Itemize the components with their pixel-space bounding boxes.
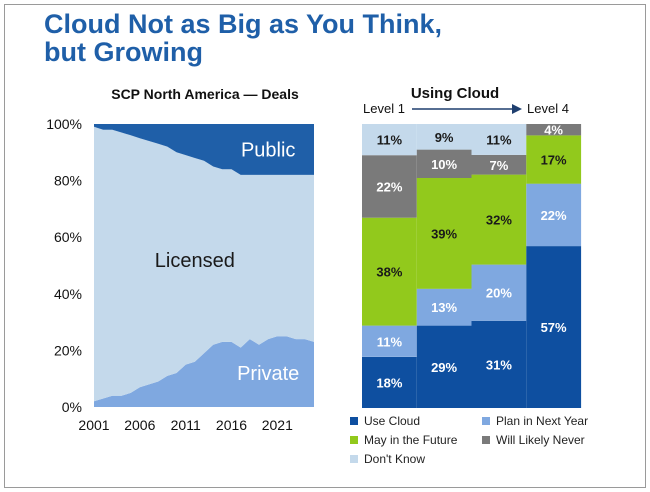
area-x-ticks: 2001 2006 2011 2016 2021	[78, 417, 293, 433]
area-label-licensed: Licensed	[155, 250, 235, 272]
area-x-tick-label: 2016	[216, 417, 247, 433]
bar-value-label: 29%	[431, 360, 457, 375]
bar-segment	[471, 154, 527, 175]
legend-item: Use Cloud	[350, 414, 420, 428]
bar-segment	[416, 288, 472, 326]
bar-segment	[471, 320, 527, 408]
area-y-tick-label: 0%	[62, 399, 82, 415]
bar-value-label: 38%	[376, 265, 402, 280]
area-y-tick-label: 60%	[54, 229, 82, 245]
legend-label: Plan in Next Year	[496, 414, 589, 428]
bar-value-label: 4%	[544, 123, 563, 138]
bar-value-label: 17%	[541, 153, 567, 168]
bar-segment	[362, 325, 417, 357]
bar-segment	[362, 124, 417, 156]
bar-segment	[362, 356, 417, 408]
legend-label: Don't Know	[364, 452, 425, 466]
bar-segment	[416, 178, 472, 289]
area-public	[94, 124, 314, 175]
bar-segment	[362, 155, 417, 218]
area-x-tick-label: 2006	[124, 417, 155, 433]
area-label-public: Public	[241, 140, 295, 162]
bar-value-label: 11%	[377, 334, 403, 349]
bar-segment	[526, 246, 582, 408]
bar-value-label: 18%	[376, 375, 402, 390]
area-y-tick-label: 40%	[54, 286, 82, 302]
legend-item: Don't Know	[350, 452, 425, 466]
area-x-tick-label: 2021	[262, 417, 293, 433]
bar-segment	[526, 124, 582, 136]
title-line-1: Cloud Not as Big as You Think,	[44, 9, 443, 39]
legend-item: Will Likely Never	[482, 433, 585, 447]
bar-segment	[471, 264, 527, 321]
bar-chart-title: Using Cloud	[411, 85, 499, 102]
slide-title: Cloud Not as Big as You Think, but Growi…	[44, 10, 442, 66]
area-x-tick-label: 2001	[78, 417, 109, 433]
legend-swatch	[350, 455, 358, 463]
area-series-labels: Private Licensed Public	[155, 140, 300, 386]
bar-value-label: 10%	[431, 157, 457, 172]
bar-value-label: 31%	[486, 357, 512, 372]
bar-value-label: 57%	[541, 320, 567, 335]
bar-segment	[416, 149, 472, 178]
bar-segments	[362, 124, 582, 408]
area-x-tick-label: 2011	[171, 417, 201, 433]
area-layers	[94, 124, 314, 407]
legend-swatch	[350, 436, 358, 444]
scale-label-high: Level 4	[527, 101, 569, 116]
area-y-ticks: 0% 20% 40% 60% 80% 100%	[46, 116, 82, 415]
bar-segment	[471, 124, 527, 155]
bar-value-label: 22%	[541, 208, 567, 223]
title-line-2: but Growing	[44, 37, 203, 67]
legend-label: Use Cloud	[364, 414, 421, 428]
area-y-tick-label: 80%	[54, 173, 82, 189]
bar-segment	[416, 325, 472, 408]
bar-value-label: 13%	[431, 300, 457, 315]
bar-segment	[362, 217, 417, 326]
bar-value-label: 22%	[376, 180, 402, 195]
bar-value-label: 11%	[377, 133, 403, 148]
area-chart: SCP North America — Deals 0% 20% 40% 60% 80%…	[46, 86, 314, 433]
area-y-tick-label: 20%	[54, 342, 82, 358]
stacked-bar-chart: Using Cloud Level 1 Level 4 18% 11% 38% 22%…	[362, 85, 582, 408]
area-label-private: Private	[237, 363, 299, 385]
legend-swatch	[350, 417, 358, 425]
legend-swatch	[482, 417, 490, 425]
area-private	[94, 336, 314, 407]
bar-value-label: 9%	[435, 130, 454, 145]
area-chart-title: SCP North America — Deals	[111, 86, 299, 102]
bar-value-label: 39%	[431, 226, 457, 241]
legend-label: May in the Future	[364, 433, 458, 447]
bar-value-label: 20%	[486, 286, 512, 301]
bar-segment	[526, 183, 582, 247]
bar-value-label: 11%	[486, 133, 512, 148]
bar-value-labels: 18% 11% 38% 22% 11% 29% 13% 39% 10% 9% 31% 20% 32% 7%…	[376, 123, 567, 391]
scale-label-low: Level 1	[363, 101, 405, 116]
legend-swatch	[482, 436, 490, 444]
bar-segment	[471, 174, 527, 265]
area-y-tick-label: 100%	[46, 116, 82, 132]
bar-value-label: 32%	[486, 213, 512, 228]
bar-segment	[416, 124, 472, 150]
legend-label: Will Likely Never	[496, 433, 585, 447]
level-arrow-head-icon	[512, 104, 522, 114]
bar-value-label: 7%	[490, 158, 509, 173]
bar-segment	[526, 135, 582, 184]
area-licensed	[94, 126, 314, 402]
legend-item: May in the Future	[350, 433, 457, 447]
legend-item: Plan in Next Year	[482, 414, 588, 428]
